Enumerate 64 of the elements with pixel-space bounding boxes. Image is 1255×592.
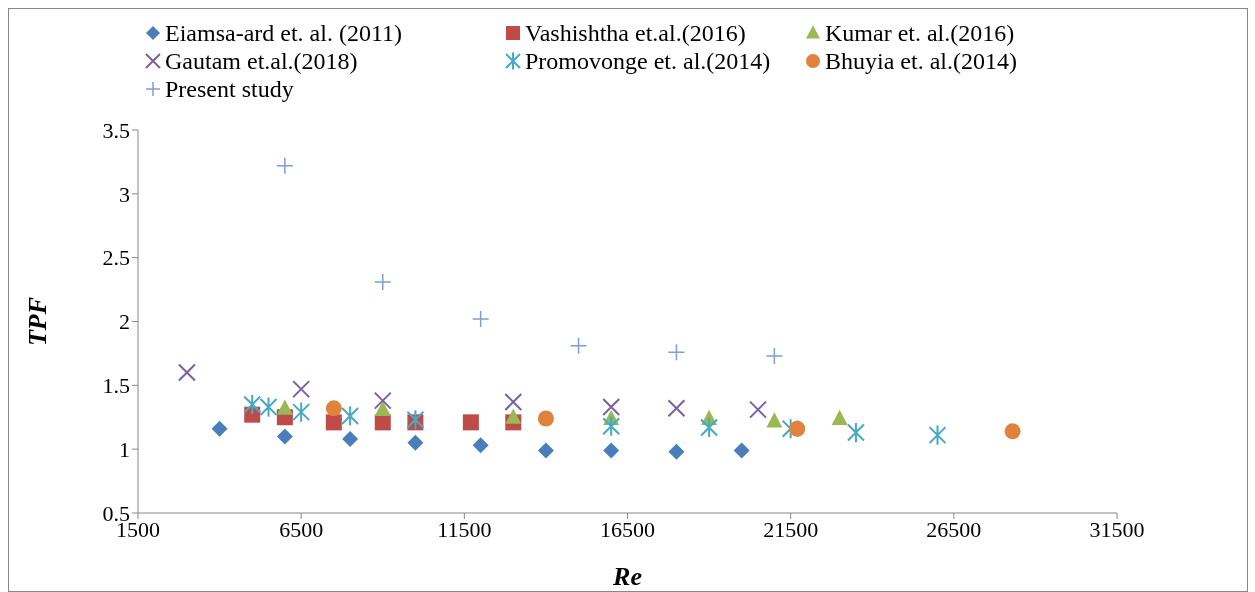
point xyxy=(276,157,294,175)
point xyxy=(505,408,522,424)
legend-label: Present study xyxy=(165,75,294,103)
point xyxy=(472,437,489,454)
point xyxy=(471,310,490,328)
y-tick-label: 2.5 xyxy=(102,245,130,271)
point xyxy=(325,414,342,431)
point xyxy=(373,391,392,410)
point xyxy=(831,409,848,425)
point xyxy=(667,399,686,418)
point xyxy=(259,396,278,418)
point xyxy=(177,363,196,382)
x-tick-label: 31500 xyxy=(1089,516,1145,542)
point xyxy=(766,412,783,428)
point xyxy=(342,430,359,447)
point xyxy=(765,347,784,365)
point xyxy=(537,410,554,427)
point xyxy=(789,420,806,437)
legend-label: Promovonge et. al.(2014) xyxy=(525,47,771,75)
point xyxy=(292,401,311,423)
point xyxy=(602,415,621,437)
x-tick-label: 26500 xyxy=(926,516,982,542)
x-tick-label: 16500 xyxy=(600,516,655,542)
point xyxy=(292,380,311,399)
point xyxy=(276,399,293,415)
point xyxy=(325,400,342,417)
point xyxy=(211,420,228,437)
point xyxy=(603,442,620,459)
point xyxy=(928,424,947,446)
y-axis-title: TPF xyxy=(23,296,53,347)
y-tick-label: 3 xyxy=(119,181,130,207)
x-tick-label: 21500 xyxy=(763,516,819,542)
point xyxy=(407,434,424,451)
point xyxy=(749,400,768,419)
point xyxy=(462,414,479,431)
x-axis-title: Re xyxy=(612,562,642,591)
legend-label: Kumar et. al.(2016) xyxy=(825,19,1015,47)
legend-label: Vashishtha et.al.(2016) xyxy=(525,19,746,47)
point xyxy=(406,409,425,431)
point xyxy=(733,442,750,459)
point xyxy=(668,443,685,460)
y-tick-label: 1 xyxy=(119,436,130,462)
y-tick-label: 3.5 xyxy=(102,117,130,143)
legend-label: Eiamsa-ard et. al. (2011) xyxy=(165,19,403,47)
x-tick-label: 6500 xyxy=(279,516,324,542)
legend-label: Gautam et.al.(2018) xyxy=(165,47,358,75)
point xyxy=(602,398,621,417)
point xyxy=(781,418,800,440)
point xyxy=(276,428,293,445)
x-tick-label: 11500 xyxy=(437,516,492,542)
point xyxy=(700,416,719,439)
legend-label: Bhuyia et. al.(2014) xyxy=(825,47,1017,75)
point xyxy=(537,442,554,459)
point xyxy=(846,421,865,444)
point xyxy=(569,337,588,355)
point xyxy=(504,392,523,411)
point xyxy=(374,273,392,291)
point xyxy=(243,393,262,416)
point xyxy=(341,405,360,427)
point xyxy=(667,343,686,361)
point xyxy=(374,400,391,416)
y-tick-label: 1.5 xyxy=(102,373,130,399)
point xyxy=(1004,423,1021,440)
y-tick-label: 2 xyxy=(119,309,130,335)
